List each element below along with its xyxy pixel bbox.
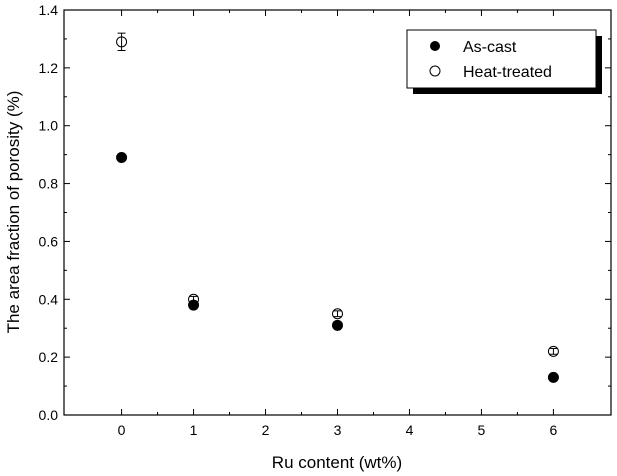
y-tick-label: 0.6 <box>39 233 59 249</box>
x-tick-label: 5 <box>478 422 486 438</box>
y-tick-label: 0.2 <box>39 349 59 365</box>
legend: As-cast Heat-treated <box>406 29 602 94</box>
x-tick-label: 6 <box>550 422 558 438</box>
x-tick-label: 4 <box>406 422 414 438</box>
legend-as-cast-label: As-cast <box>463 39 517 56</box>
x-axis: 0 1 2 3 4 5 6 <box>118 10 558 438</box>
y-tick-label: 1.2 <box>39 60 59 76</box>
as-cast-point <box>332 319 343 331</box>
x-axis-label: Ru content (wt%) <box>272 453 402 472</box>
legend-box <box>406 29 597 89</box>
as-cast-point <box>116 152 128 164</box>
y-tick-label: 0.8 <box>39 176 59 192</box>
y-tick-label: 0.0 <box>39 407 59 423</box>
heat-treated-point <box>188 293 200 305</box>
legend-heat-treated-label: Heat-treated <box>463 64 552 81</box>
x-tick-label: 1 <box>190 422 198 438</box>
heat-treated-point <box>332 308 343 320</box>
y-tick-label: 1.0 <box>39 118 59 134</box>
legend-as-cast-marker <box>430 41 440 51</box>
x-tick-label: 2 <box>262 422 270 438</box>
x-tick-label: 3 <box>334 422 342 438</box>
legend-heat-treated-marker <box>429 65 441 77</box>
x-tick-label: 0 <box>118 422 126 438</box>
y-tick-label: 0.4 <box>39 291 59 307</box>
y-tick-label: 1.4 <box>39 2 59 18</box>
heat-treated-point <box>116 36 128 48</box>
heat-treated-point <box>547 345 559 357</box>
y-axis-label: The area fraction of porosity (%) <box>4 91 23 334</box>
y-axis: 0.0 0.2 0.4 0.6 0.8 1.0 1.2 1.4 <box>39 2 611 423</box>
as-cast-point <box>547 371 559 383</box>
data-series <box>116 32 559 383</box>
